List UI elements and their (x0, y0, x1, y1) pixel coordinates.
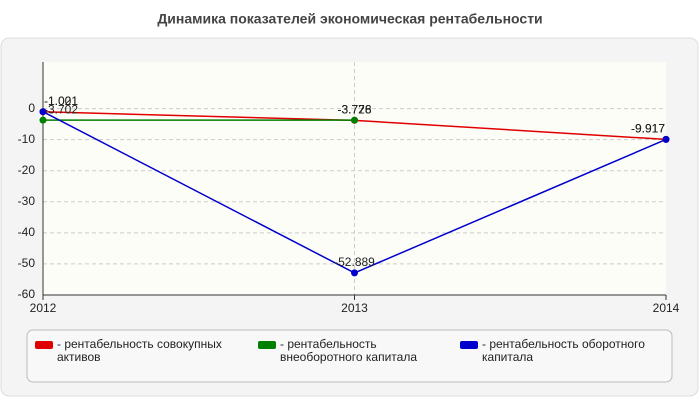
y-tick-label: -40 (18, 225, 36, 239)
legend-label: - рентабельность оборотного капитала (482, 337, 645, 364)
point (662, 135, 670, 143)
legend-swatch (460, 341, 478, 349)
value-label: -9.917 (631, 122, 665, 136)
y-tick-label: -20 (18, 163, 36, 177)
chart-title: Динамика показателей экономическая рента… (157, 11, 542, 27)
point (351, 269, 358, 277)
legend-label: - рентабельность внеоборотного капитала (280, 337, 417, 364)
value-label: -1.001 (44, 94, 78, 108)
y-tick-label: 0 (28, 101, 35, 115)
point (39, 116, 47, 124)
point (39, 108, 47, 116)
y-tick-label: -50 (18, 256, 36, 270)
x-tick-label: 2012 (30, 301, 57, 315)
value-label: -3.728 (337, 102, 371, 116)
x-tick-label: 2013 (341, 301, 368, 315)
y-tick-label: -60 (18, 287, 36, 301)
value-label: -3.776 (337, 103, 371, 117)
legend-swatch (35, 341, 53, 349)
value-label: -52.889 (334, 255, 375, 269)
point (351, 116, 358, 124)
legend (26, 329, 673, 383)
x-tick-label: 2014 (653, 301, 680, 315)
value-label: -9.917 (631, 122, 665, 136)
value-label: -1.021 (44, 94, 78, 108)
y-tick-label: -10 (18, 132, 36, 146)
y-tick-label: -30 (18, 194, 36, 208)
value-label: -3.702 (44, 102, 78, 116)
legend-label: - рентабельность совокупных активов (57, 337, 222, 364)
legend-swatch (258, 341, 276, 349)
